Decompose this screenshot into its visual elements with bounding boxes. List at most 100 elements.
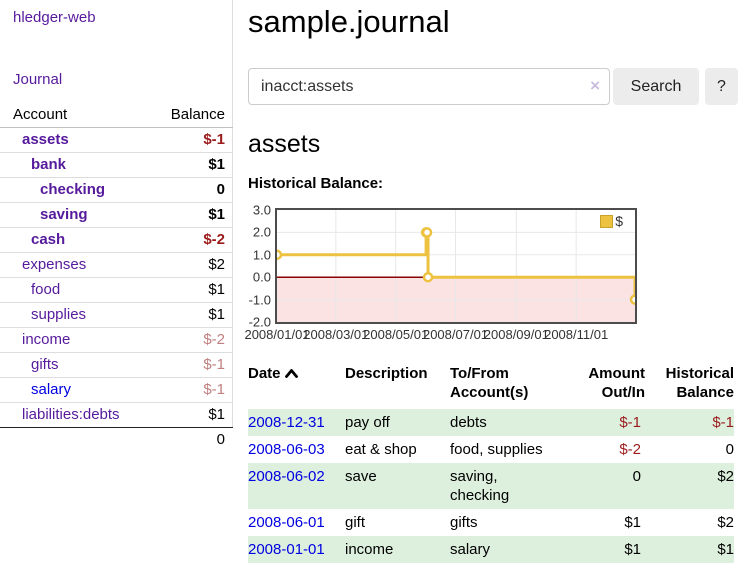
y-tick-label: 1.0 — [252, 247, 271, 263]
chart-legend: $ — [600, 213, 623, 229]
brand-link[interactable]: hledger-web — [13, 9, 96, 26]
search-input-wrap: × — [248, 68, 610, 105]
transaction-date-link[interactable]: 2008-06-02 — [248, 468, 325, 485]
account-link-bank[interactable]: bank — [31, 156, 67, 173]
transaction-amount: $-2 — [619, 441, 641, 458]
transaction-balance: $2 — [645, 463, 734, 509]
page-title: sample.journal — [248, 4, 450, 39]
x-tick-label: 2008/01/01 — [244, 327, 310, 342]
account-link-supplies[interactable]: supplies — [31, 306, 87, 323]
account-balance: $1 — [140, 302, 233, 328]
transaction-description: save — [345, 463, 450, 509]
transaction-balance: $2 — [717, 514, 734, 531]
transaction-description: income — [345, 536, 450, 563]
account-link-food[interactable]: food — [31, 281, 61, 298]
account-balance: $-2 — [140, 227, 233, 253]
account-balance: $2 — [140, 252, 233, 278]
account-link-gifts[interactable]: gifts — [31, 356, 59, 373]
account-row: salary $-1 — [0, 377, 233, 403]
transaction-description: eat & shop — [345, 441, 417, 458]
accounts-header-row: Account Balance — [0, 103, 233, 128]
y-tick-label: -2.0 — [248, 314, 271, 330]
account-row: gifts $-1 — [0, 352, 233, 378]
search-input[interactable] — [248, 68, 610, 105]
account-row: liabilities:debts $1 — [0, 403, 233, 428]
clear-search-icon[interactable]: × — [590, 76, 600, 95]
balance-chart: $ — [275, 208, 637, 324]
chart-title: Historical Balance: — [248, 175, 384, 192]
x-tick-label: 2008/03/01 — [303, 327, 369, 342]
transaction-account: debts — [450, 409, 553, 436]
transaction-description: pay off — [345, 409, 450, 436]
register-header-date[interactable]: Date — [248, 362, 345, 409]
account-row: checking 0 — [0, 177, 233, 203]
table-row: 2008-12-31 pay off debts $-1 $-1 — [248, 409, 734, 436]
transaction-account: food, supplies — [450, 441, 543, 458]
search-button[interactable]: Search — [613, 68, 699, 105]
account-row: supplies $1 — [0, 302, 233, 328]
y-axis-labels: 3.0 2.0 1.0 0.0 -1.0 -2.0 — [238, 203, 271, 330]
transaction-date-link[interactable]: 2008-12-31 — [248, 414, 325, 431]
sort-ascending-icon — [284, 369, 298, 378]
account-link-income[interactable]: income — [22, 331, 71, 348]
account-link-cash[interactable]: cash — [31, 231, 66, 248]
transaction-balance: $1 — [645, 536, 734, 563]
table-row: 2008-06-02 save saving, checking 0 $2 — [248, 463, 734, 509]
account-row: assets $-1 — [0, 127, 233, 153]
account-balance: $-1 — [140, 127, 233, 153]
account-balance: $1 — [208, 406, 225, 423]
register-header-description: Description — [345, 365, 428, 382]
account-balance: $1 — [140, 152, 233, 178]
transaction-account: saving, checking — [450, 463, 553, 509]
date-header-label: Date — [248, 365, 281, 382]
x-tick-label: 2008/11/01 — [544, 327, 609, 342]
register-header-row: Date Description To/From Account(s) Amou… — [248, 362, 734, 409]
register-table: Date Description To/From Account(s) Amou… — [248, 362, 734, 563]
accounts-table: Account Balance assets $-1 bank $1 check… — [0, 103, 233, 452]
x-tick-label: 2008/07/01 — [422, 327, 489, 342]
account-balance: $-2 — [140, 327, 233, 353]
account-balance: 0 — [140, 177, 233, 203]
account-row: food $1 — [0, 277, 233, 303]
accounts-header-balance: Balance — [140, 103, 233, 128]
account-link-assets[interactable]: assets — [22, 131, 69, 148]
account-row: cash $-2 — [0, 227, 233, 253]
account-link-salary[interactable]: salary — [31, 381, 72, 398]
account-link-saving[interactable]: saving — [40, 206, 88, 223]
transaction-account: salary — [450, 536, 553, 563]
table-row: 2008-06-01 gift gifts $1 $2 — [248, 509, 734, 536]
y-tick-label: 3.0 — [252, 202, 271, 218]
account-balance: $-1 — [140, 377, 233, 403]
accounts-total-balance: 0 — [140, 427, 233, 452]
table-row: 2008-01-01 income salary $1 $1 — [248, 536, 734, 563]
x-axis-labels: 2008/01/01 2008/03/01 2008/05/01 2008/07/01… — [244, 327, 635, 343]
account-balance: $1 — [140, 202, 233, 228]
transaction-date-link[interactable]: 2008-01-01 — [248, 541, 325, 558]
account-link-checking[interactable]: checking — [40, 181, 106, 198]
account-balance: $1 — [140, 277, 233, 303]
transaction-amount: $1 — [553, 536, 645, 563]
x-tick-label: 2008/05/01 — [363, 327, 429, 342]
transaction-description: gift — [345, 514, 366, 531]
account-row: bank $1 — [0, 152, 233, 178]
balance-chart-svg — [277, 210, 635, 322]
help-button[interactable]: ? — [705, 68, 738, 105]
y-tick-label: 0.0 — [252, 269, 271, 285]
y-tick-label: -1.0 — [248, 292, 271, 308]
account-row: expenses $2 — [0, 252, 233, 278]
transaction-amount: $1 — [624, 514, 641, 531]
register-header-account: To/From Account(s) — [450, 365, 529, 401]
accounts-header-account: Account — [0, 103, 140, 128]
transaction-date-link[interactable]: 2008-06-01 — [248, 514, 325, 531]
transaction-date-link[interactable]: 2008-06-03 — [248, 441, 325, 458]
register-header-balance: Historical Balance — [665, 365, 734, 401]
account-link-expenses[interactable]: expenses — [22, 256, 87, 273]
account-row: saving $1 — [0, 202, 233, 228]
register-header-amount: Amount Out/In — [588, 365, 645, 401]
account-balance: $-1 — [140, 352, 233, 378]
account-link-liabilities-debts[interactable]: liabilities:debts — [22, 406, 120, 423]
legend-label: $ — [615, 213, 623, 229]
transaction-balance: $-1 — [645, 409, 734, 436]
transaction-balance: 0 — [725, 441, 734, 458]
sidebar-item-journal[interactable]: Journal — [13, 71, 63, 88]
